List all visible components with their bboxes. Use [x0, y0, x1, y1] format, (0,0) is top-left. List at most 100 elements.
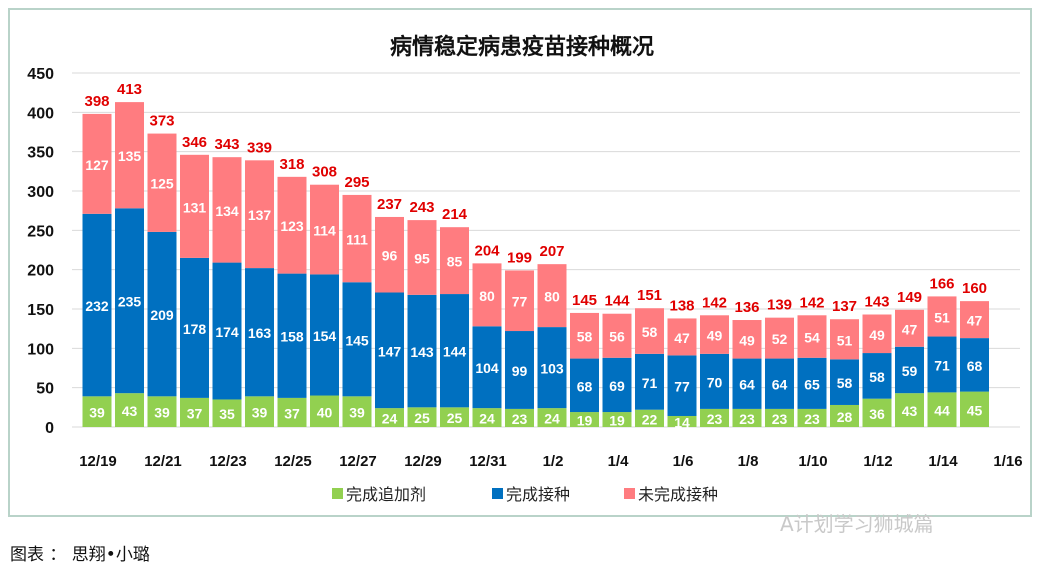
data-label: 77: [512, 294, 528, 310]
data-label: 235: [118, 294, 142, 310]
y-tick-label: 450: [27, 66, 54, 83]
total-label: 295: [344, 174, 369, 191]
data-label: 147: [378, 343, 402, 359]
total-label: 339: [247, 139, 272, 156]
data-label: 56: [609, 329, 625, 345]
data-label: 19: [609, 413, 625, 429]
total-label: 144: [604, 293, 630, 310]
data-label: 158: [280, 329, 304, 345]
data-label: 23: [512, 411, 528, 427]
bar-segment-completed: [212, 262, 242, 400]
total-label: 142: [799, 294, 824, 311]
bar-segment-completed: [635, 353, 664, 410]
bar-segment-completed: [342, 282, 372, 397]
data-label: 44: [934, 403, 950, 419]
data-label: 64: [739, 377, 755, 393]
x-tick-label: 1/12: [863, 453, 892, 470]
bar-segment-incomplete: [82, 113, 112, 214]
data-label: 23: [739, 411, 755, 427]
data-label: 52: [772, 331, 788, 347]
legend-label: 完成接种: [506, 485, 570, 504]
bar-segment-completed: [277, 273, 307, 398]
data-label: 37: [284, 405, 300, 421]
watermark: A计划学习狮城篇: [780, 512, 934, 536]
bar-segment-incomplete: [895, 309, 924, 347]
data-label: 114: [313, 223, 336, 239]
total-label: 398: [84, 93, 109, 110]
data-label: 209: [150, 307, 174, 323]
bar-segment-incomplete: [245, 160, 274, 269]
total-label: 166: [929, 275, 954, 292]
data-label: 49: [869, 327, 885, 343]
bar-segment-completed: [927, 336, 957, 393]
data-label: 104: [475, 360, 499, 376]
bar-segment-completed: [407, 294, 437, 408]
legend-label: 未完成接种: [638, 485, 718, 504]
bar-segment-incomplete: [797, 315, 827, 358]
bar-segment-incomplete: [212, 157, 242, 263]
data-label: 96: [382, 248, 398, 264]
bar-segment-completed: [960, 338, 989, 392]
bar-segment-incomplete: [180, 154, 209, 258]
data-label: 174: [215, 324, 239, 340]
bar-segment-booster: [407, 407, 437, 427]
bar-segment-booster: [375, 408, 404, 427]
bar-segment-booster: [537, 408, 567, 427]
legend-swatch: [492, 488, 503, 499]
data-label: 85: [447, 254, 463, 270]
data-label: 232: [85, 298, 109, 314]
total-label: 149: [897, 289, 922, 306]
bar-segment-incomplete: [375, 216, 404, 293]
data-label: 23: [804, 411, 820, 427]
data-label: 45: [967, 402, 983, 418]
bar-segment-incomplete: [505, 270, 534, 332]
bar-segment-completed: [830, 359, 859, 405]
data-label: 51: [934, 309, 950, 325]
data-label: 25: [447, 410, 463, 426]
total-label: 308: [312, 164, 337, 181]
y-tick-label: 0: [45, 420, 54, 437]
x-tick-label: 1/14: [928, 453, 958, 470]
bar-segment-booster: [82, 396, 112, 427]
bar-segment-incomplete: [342, 194, 372, 283]
data-label: 58: [577, 329, 593, 345]
bar-segment-booster: [440, 407, 469, 427]
bar-segment-booster: [147, 396, 177, 427]
total-label: 318: [279, 156, 304, 173]
y-tick-label: 250: [27, 223, 54, 240]
bar-segment-completed: [797, 357, 827, 409]
bar-segment-completed: [570, 358, 599, 413]
total-label: 145: [572, 292, 597, 309]
x-tick-label: 12/25: [274, 453, 312, 470]
bar-segment-completed: [700, 353, 729, 409]
bar-segment-incomplete: [310, 184, 339, 275]
x-tick-label: 1/10: [798, 453, 827, 470]
bar-segment-incomplete: [635, 308, 664, 354]
data-label: 37: [187, 405, 203, 421]
x-tick-label: 12/29: [404, 453, 442, 470]
bar-segment-completed: [245, 268, 274, 397]
y-tick-label: 100: [27, 341, 54, 358]
total-label: 207: [539, 243, 564, 260]
total-label: 151: [637, 287, 662, 304]
total-label: 199: [507, 249, 532, 266]
data-label: 39: [89, 405, 105, 421]
data-label: 58: [642, 324, 658, 340]
bar-segment-completed: [895, 346, 924, 394]
total-label: 136: [734, 299, 759, 316]
data-label: 99: [512, 363, 528, 379]
bar-segment-completed: [147, 231, 177, 397]
x-tick-label: 12/31: [469, 453, 507, 470]
data-label: 68: [577, 378, 593, 394]
bar-segment-incomplete: [667, 318, 697, 356]
total-label: 214: [442, 206, 468, 223]
bar-segment-completed: [505, 331, 534, 409]
data-label: 36: [869, 406, 885, 422]
legend-label: 完成追加剂: [346, 485, 426, 504]
x-tick-label: 1/4: [608, 453, 630, 470]
data-label: 123: [280, 218, 304, 234]
data-label: 80: [479, 288, 495, 304]
x-tick-label: 12/19: [79, 453, 117, 470]
data-label: 58: [837, 375, 853, 391]
data-label: 39: [252, 405, 268, 421]
